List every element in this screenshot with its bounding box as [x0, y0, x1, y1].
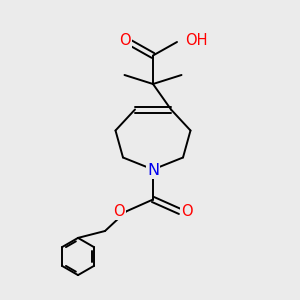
Text: N: N: [147, 163, 159, 178]
Text: O: O: [181, 204, 192, 219]
Text: O: O: [114, 204, 125, 219]
Text: OH: OH: [185, 33, 208, 48]
Text: O: O: [120, 33, 131, 48]
